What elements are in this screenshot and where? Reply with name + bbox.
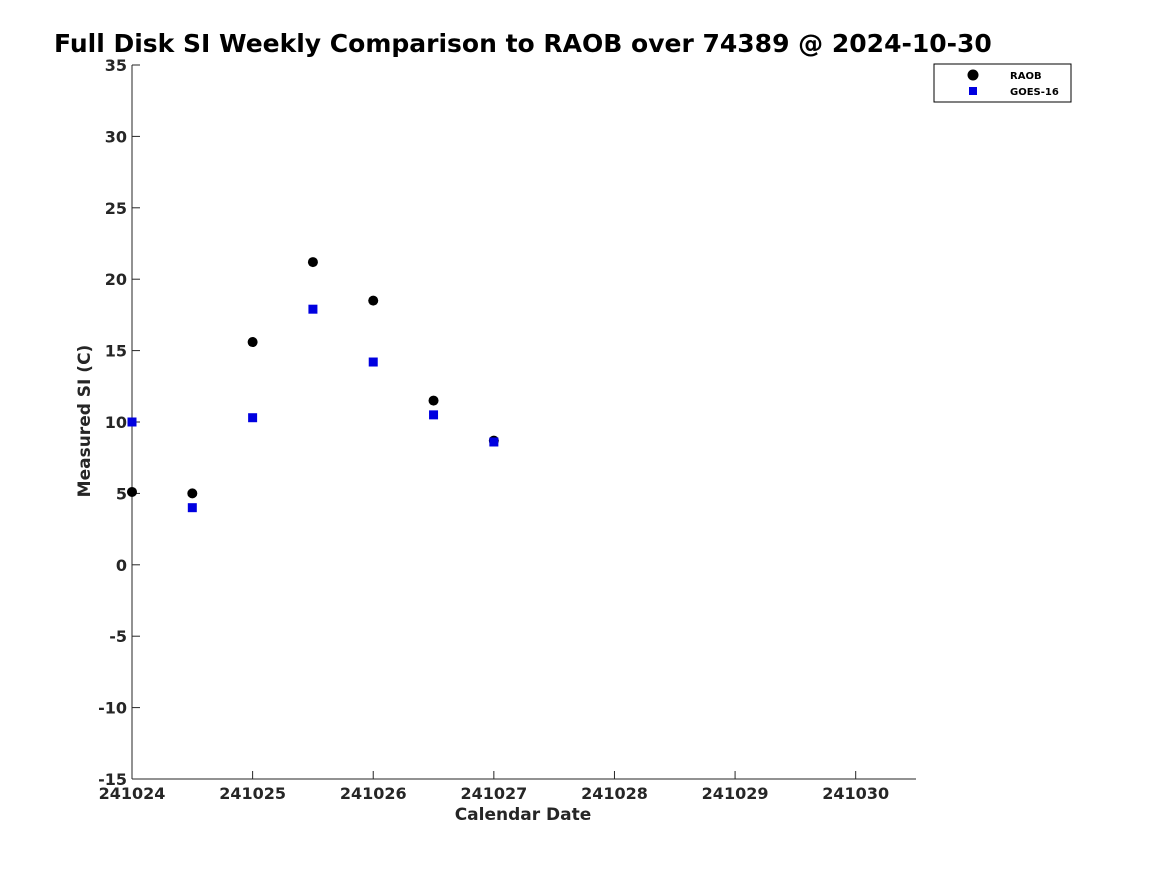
raob-point [187, 488, 198, 499]
legend-raob-marker [967, 69, 979, 81]
goes-point [187, 503, 197, 513]
chart-title: Full Disk SI Weekly Comparison to RAOB o… [54, 29, 992, 58]
y-tick-label: -15 [98, 770, 127, 789]
goes-point [429, 410, 439, 420]
axes: -15 -10 -5 0 5 10 15 20 25 30 35 241024 241025 241026… [98, 56, 916, 803]
goes-point [248, 413, 258, 423]
raob-point [127, 486, 137, 497]
y-tick-label: 15 [105, 342, 127, 361]
y-tick-label: 25 [105, 199, 127, 218]
x-tick-label: 241030 [822, 784, 889, 803]
x-tick-label: 241027 [460, 784, 527, 803]
x-tick-label: 241026 [340, 784, 407, 803]
x-tick-label: 241024 [99, 784, 166, 803]
legend-label: GOES-16 [1010, 87, 1059, 98]
raob-point [428, 395, 439, 406]
raob-point [368, 295, 379, 306]
goes-point [127, 417, 137, 427]
raob-point [307, 257, 318, 268]
goes-point [368, 357, 378, 367]
x-tick-label: 241029 [702, 784, 769, 803]
legend: RAOB GOES-16 [933, 63, 1072, 103]
goes-point [308, 304, 318, 314]
data-points [127, 257, 499, 513]
y-tick-label: 35 [105, 56, 127, 75]
goes-point [489, 437, 499, 447]
y-tick-label: 5 [116, 484, 127, 503]
y-axis-label: Measured SI (C) [75, 345, 95, 498]
legend-goes-marker [969, 87, 977, 95]
y-tick-label: 10 [105, 413, 127, 432]
x-axis-label: Calendar Date [455, 805, 592, 825]
y-tick-label: -10 [98, 699, 127, 718]
y-tick-label: 30 [105, 127, 127, 146]
raob-point [247, 337, 258, 348]
legend-box [933, 63, 1072, 103]
y-tick-label: -5 [109, 627, 127, 646]
x-tick-label: 241025 [219, 784, 286, 803]
x-tick-label: 241028 [581, 784, 648, 803]
legend-label: RAOB [1010, 71, 1042, 82]
y-tick-label: 20 [105, 270, 127, 289]
y-tick-label: 0 [116, 556, 127, 575]
